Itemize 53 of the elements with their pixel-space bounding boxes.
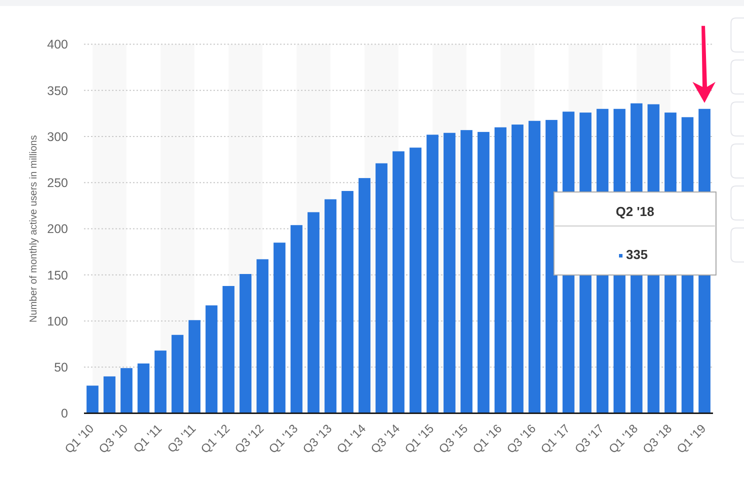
bar xyxy=(290,225,302,414)
y-axis-title: Number of monthly active users in millions xyxy=(28,135,40,322)
bar xyxy=(172,334,184,414)
y-tick-label: 100 xyxy=(47,314,68,328)
x-tick-label: Q3 '11 xyxy=(164,421,199,456)
bar xyxy=(376,163,388,414)
x-tick-label: Q3 '12 xyxy=(232,421,267,456)
bar xyxy=(478,132,490,414)
bar xyxy=(240,274,252,414)
x-tick-label: Q1 '10 xyxy=(62,421,97,456)
x-tick-label: Q1 '19 xyxy=(674,421,709,456)
bar xyxy=(308,212,320,414)
x-tick-label: Q3 '17 xyxy=(572,421,607,456)
bar xyxy=(120,368,132,414)
bar xyxy=(256,259,268,414)
bar xyxy=(410,148,422,414)
annotation: 335 xyxy=(626,247,648,262)
bar xyxy=(324,199,336,414)
y-tick-label: 400 xyxy=(47,38,68,52)
x-tick-label: Q1 '18 xyxy=(606,421,641,456)
bar xyxy=(138,363,150,414)
bar xyxy=(206,305,218,414)
bar xyxy=(358,178,370,414)
x-tick-label: Q1 '17 xyxy=(538,421,573,456)
bar xyxy=(342,190,354,414)
x-tick-label: Q3 '15 xyxy=(436,421,471,456)
y-tick-label: 50 xyxy=(54,360,68,375)
x-tick-label: Q3 '10 xyxy=(96,421,131,456)
y-tick-label: 250 xyxy=(47,176,68,190)
bar xyxy=(188,320,200,414)
x-tick-label: Q1 '12 xyxy=(198,421,233,456)
x-tick-label: Q1 '14 xyxy=(334,421,369,456)
y-tick-label: 0 xyxy=(61,406,68,421)
bar xyxy=(154,350,166,414)
x-tick-label: Q3 '13 xyxy=(300,421,335,456)
bar xyxy=(86,386,98,414)
bar xyxy=(222,286,234,414)
bar xyxy=(444,132,456,414)
y-tick-label: 200 xyxy=(47,222,68,236)
bar xyxy=(104,376,116,414)
y-tick-label: 300 xyxy=(47,130,68,144)
x-tick-label: Q3 '18 xyxy=(640,421,675,456)
x-tick-label: Q1 '13 xyxy=(266,421,301,456)
y-tick-label: 150 xyxy=(47,268,68,282)
x-tick-label: Q3 '16 xyxy=(504,421,539,456)
x-tick-label: Q1 '15 xyxy=(402,421,437,456)
x-tick-label: Q1 '16 xyxy=(470,421,505,456)
y-tick-label: 350 xyxy=(47,84,68,98)
bar xyxy=(274,242,286,414)
bar xyxy=(546,120,558,414)
x-tick-label: Q3 '14 xyxy=(368,421,403,456)
x-tick-label: Q1 '11 xyxy=(130,421,165,456)
annotation: Q2 '18 xyxy=(616,204,654,219)
